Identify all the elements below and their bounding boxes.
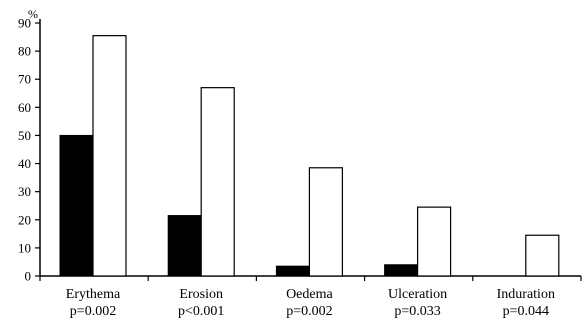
p-value-label: p=0.002 <box>286 304 332 319</box>
p-value-label: p=0.044 <box>503 304 549 319</box>
bar-dark-ulceration <box>384 264 419 277</box>
y-tick-label: 60 <box>18 100 31 115</box>
bar-dark-erosion <box>167 215 202 277</box>
y-tick-label: 10 <box>18 240 31 255</box>
bar-dark-erythema <box>59 134 94 277</box>
category-label: Induration <box>497 287 555 302</box>
y-tick-label: 20 <box>18 212 31 227</box>
y-tick-label: 80 <box>18 44 31 59</box>
bar-light-induration <box>525 234 560 277</box>
bar-light-oedema <box>308 167 343 277</box>
bar-dark-oedema <box>275 265 310 277</box>
bars <box>59 35 560 277</box>
y-axis-unit-label: % <box>28 7 38 21</box>
p-value-label: p=0.002 <box>70 304 116 319</box>
category-label: Oedema <box>286 287 333 302</box>
category-label: Ulceration <box>388 287 447 302</box>
y-tick-label: 0 <box>25 269 32 284</box>
p-value-label: p=0.033 <box>394 304 440 319</box>
category-label: Erosion <box>179 287 223 302</box>
y-tick-label: 40 <box>18 156 31 171</box>
bar-light-ulceration <box>417 206 452 277</box>
y-tick-label: 50 <box>18 128 31 143</box>
category-label: Erythema <box>66 287 121 302</box>
labels: 0 10 20 30 40 50 60 70 80 90% Erythema p=0.002 Erosi… <box>18 7 555 319</box>
y-tick-label: 90 <box>18 16 31 31</box>
bar-light-erythema <box>92 35 127 277</box>
y-tick-label: 70 <box>18 72 31 87</box>
y-tick-label: 30 <box>18 184 31 199</box>
bar-light-erosion <box>200 87 235 277</box>
p-value-label: p<0.001 <box>178 304 224 319</box>
